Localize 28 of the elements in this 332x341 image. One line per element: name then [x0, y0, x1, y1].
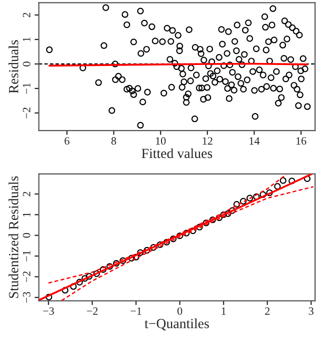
y-tick-label: 2	[22, 12, 30, 18]
x-tick-label: 3	[308, 307, 314, 315]
y-axis-title: Studentized Residuals	[8, 176, 18, 298]
y-tick-label: 1	[22, 37, 30, 42]
y-tick-label: −3	[22, 292, 30, 303]
x-tick-label: 8	[111, 137, 116, 145]
x-tick-label: −1	[130, 307, 142, 315]
y-tick-label: 0	[22, 62, 30, 66]
x-tick-label: 12	[202, 137, 212, 145]
y-tick-label: 2	[22, 192, 30, 196]
x-tick-label: 1	[222, 307, 226, 315]
x-tick-label: 2	[265, 307, 270, 315]
y-axis-title: Residuals	[8, 40, 18, 94]
y-tick-label: −2	[22, 108, 30, 118]
y-tick-label: −2	[22, 271, 30, 282]
x-tick-label: −2	[86, 307, 98, 315]
x-tick-label: 0	[177, 307, 182, 315]
y-tick-label: −1	[22, 83, 30, 94]
x-axis-title: Fitted values	[142, 148, 212, 158]
y-tick-label: 0	[22, 233, 30, 238]
x-tick-label: −3	[43, 307, 54, 315]
y-tick-label: −1	[22, 250, 30, 262]
x-tick-label: 10	[156, 137, 166, 145]
x-tick-label: 6	[64, 137, 70, 145]
x-tick-label: 16	[296, 137, 306, 145]
y-tick-label: 1	[22, 212, 30, 216]
x-axis-title: t−Quantiles	[144, 318, 209, 330]
x-tick-label: 14	[250, 137, 260, 145]
